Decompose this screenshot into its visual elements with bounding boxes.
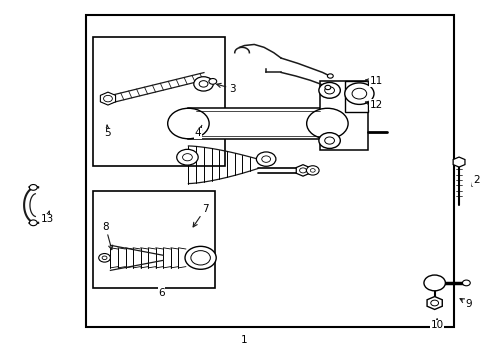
Circle shape [306, 166, 319, 175]
Circle shape [351, 88, 366, 99]
Text: 3: 3 [216, 84, 235, 94]
Circle shape [306, 108, 347, 139]
Circle shape [103, 95, 112, 102]
Text: 4: 4 [194, 125, 202, 138]
Circle shape [190, 251, 210, 265]
Circle shape [310, 168, 315, 172]
Circle shape [208, 78, 216, 84]
Circle shape [423, 275, 445, 291]
Circle shape [324, 137, 334, 144]
Text: 12: 12 [365, 100, 382, 110]
Circle shape [29, 185, 37, 190]
Bar [185, 117, 195, 130]
Circle shape [193, 77, 213, 91]
Circle shape [182, 154, 192, 161]
Circle shape [261, 156, 270, 162]
Circle shape [184, 246, 216, 269]
Circle shape [325, 85, 330, 90]
Polygon shape [426, 297, 441, 310]
Text: 2: 2 [471, 175, 478, 186]
Circle shape [299, 168, 306, 173]
Circle shape [344, 83, 373, 104]
Text: 5: 5 [104, 125, 111, 138]
Bar [345, 81, 367, 112]
Text: 1: 1 [241, 334, 247, 345]
Circle shape [99, 253, 110, 262]
Circle shape [318, 133, 340, 148]
Bar [93, 37, 224, 166]
Bar [93, 191, 215, 288]
Circle shape [29, 220, 37, 226]
Text: 8: 8 [102, 222, 112, 249]
Text: 10: 10 [429, 319, 443, 330]
Polygon shape [296, 165, 309, 176]
Text: 7: 7 [193, 204, 208, 227]
Polygon shape [100, 92, 115, 105]
Text: 11: 11 [365, 76, 382, 86]
Circle shape [176, 149, 198, 165]
Bar [320, 81, 367, 149]
Text: 13: 13 [41, 211, 54, 224]
Bar [86, 15, 453, 327]
Polygon shape [452, 157, 464, 167]
Circle shape [430, 300, 438, 306]
Circle shape [327, 74, 332, 78]
Circle shape [318, 82, 340, 98]
Text: 6: 6 [158, 288, 164, 298]
Circle shape [462, 280, 469, 286]
Text: 9: 9 [459, 298, 471, 309]
Circle shape [102, 256, 107, 260]
Circle shape [324, 87, 334, 94]
Circle shape [199, 81, 207, 87]
Bar [188, 108, 327, 139]
Circle shape [167, 108, 209, 139]
Circle shape [256, 152, 275, 166]
